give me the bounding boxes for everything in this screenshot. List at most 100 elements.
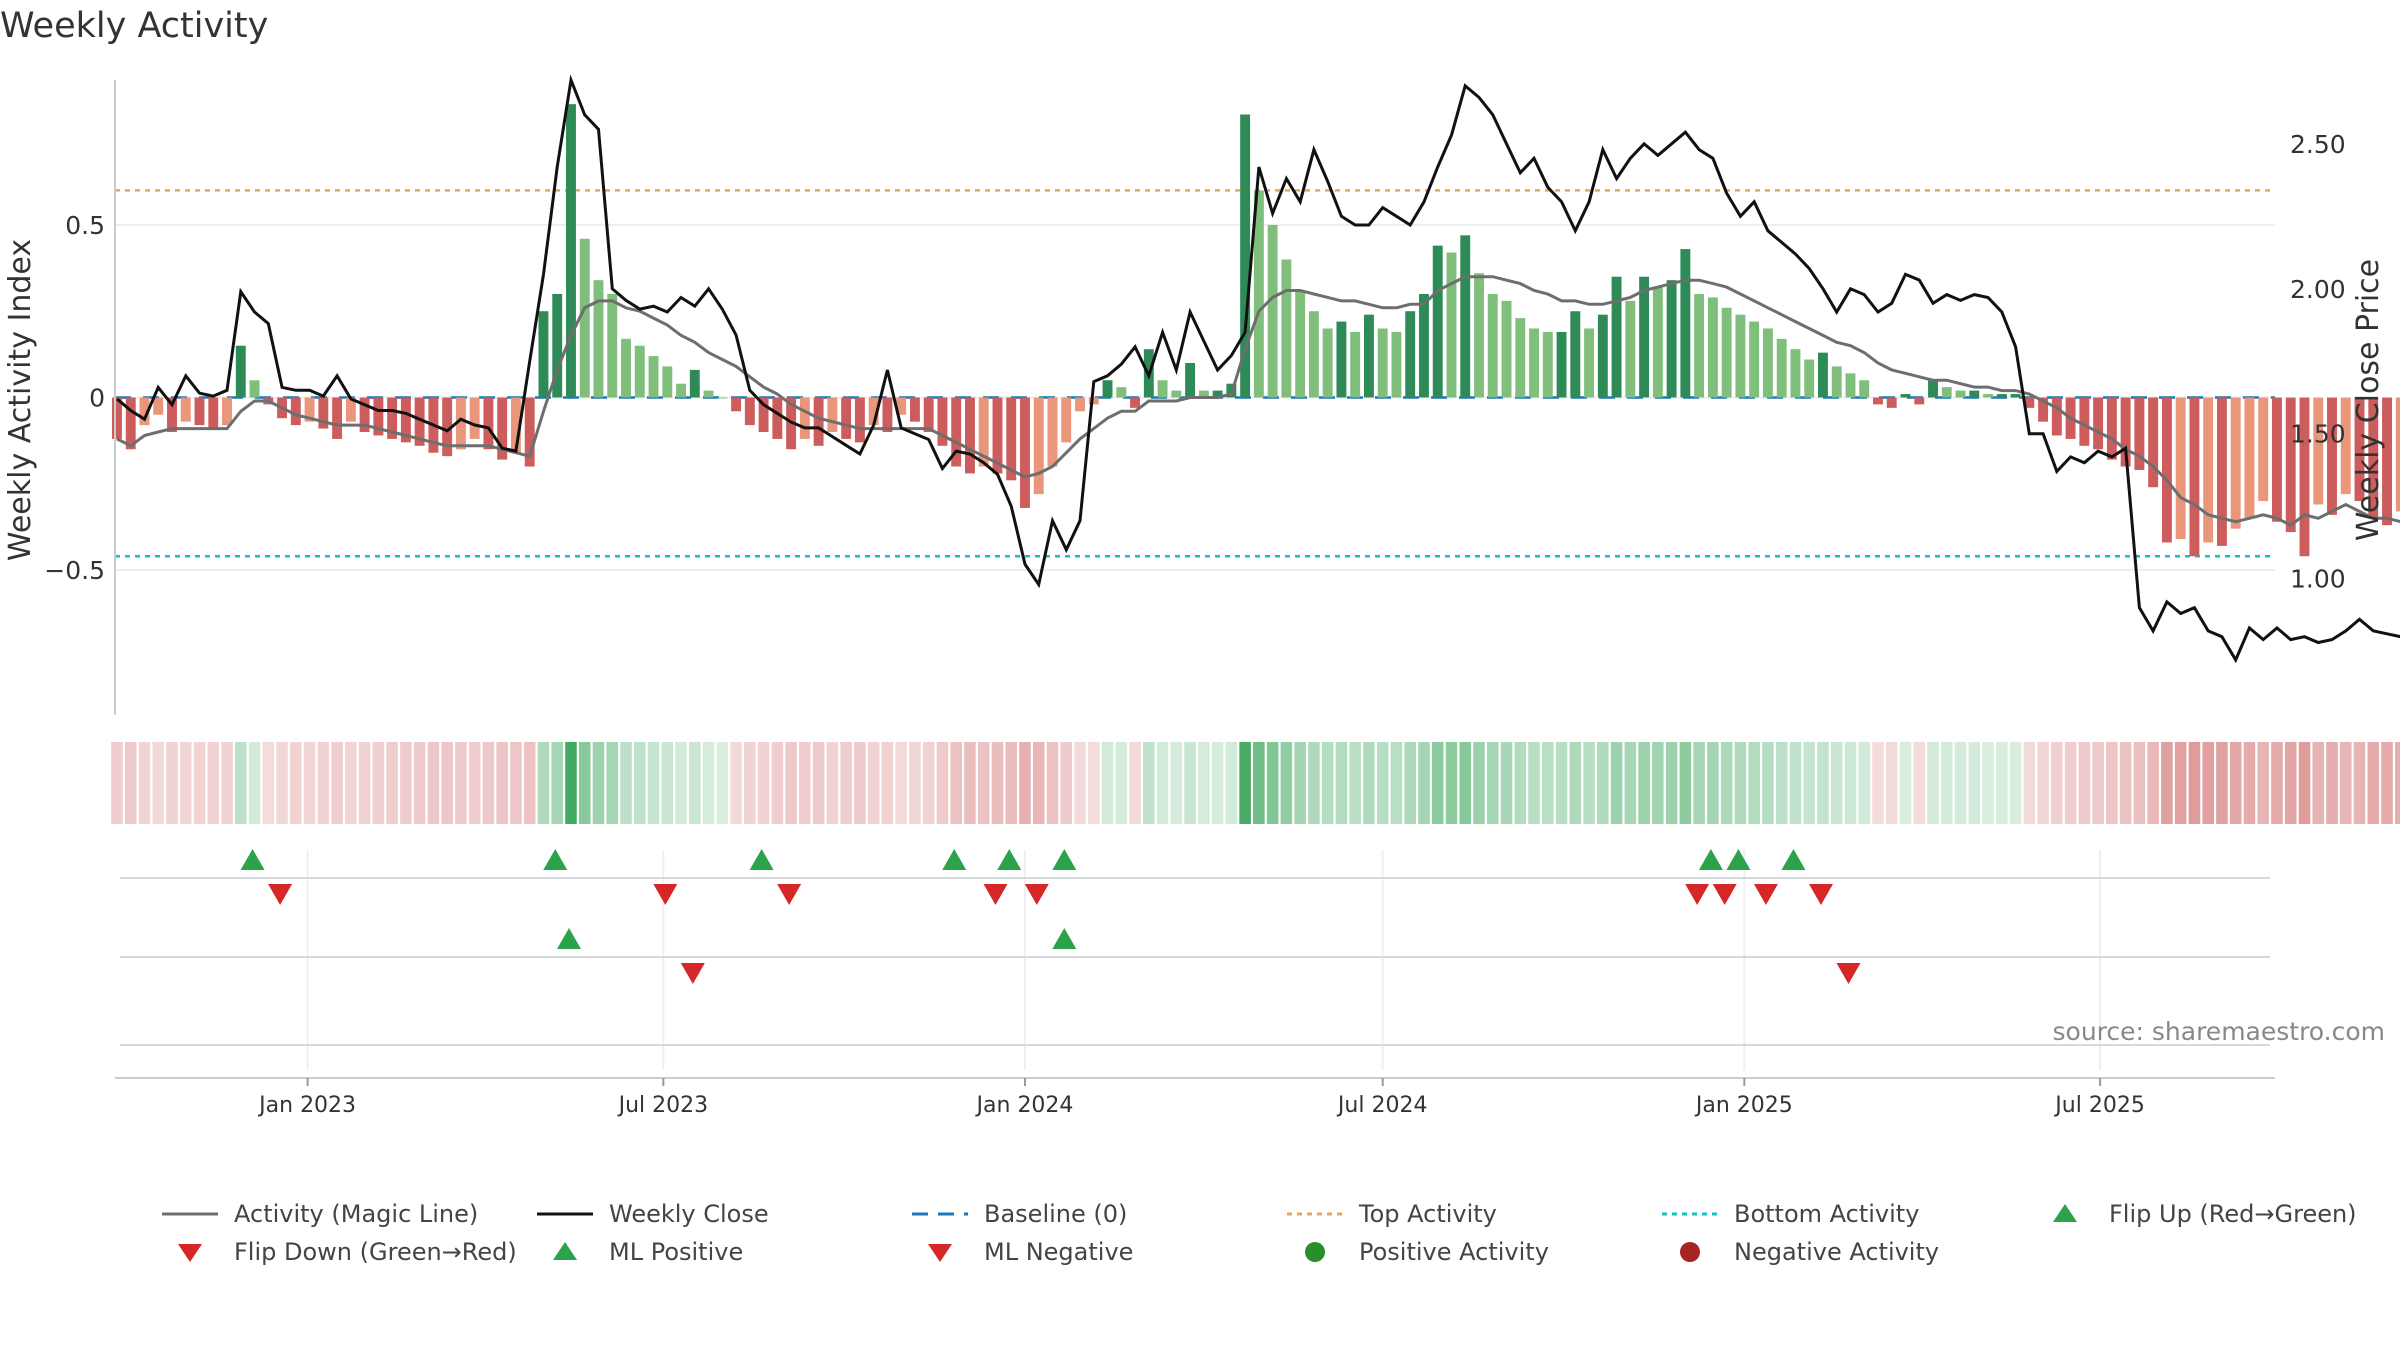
activity-bar xyxy=(125,397,136,450)
activity-bar xyxy=(1721,307,1732,398)
activity-bar xyxy=(469,397,480,439)
y-tick-label: −0.5 xyxy=(44,556,105,585)
y2-tick-label: 1.50 xyxy=(2290,420,2346,449)
flip-up-marker xyxy=(1052,849,1077,870)
heat-strip-cell xyxy=(221,742,233,824)
heat-strip-cell xyxy=(262,742,275,824)
heat-strip-cell xyxy=(1652,742,1664,824)
activity-bars xyxy=(112,104,2400,557)
activity-bar xyxy=(634,345,645,398)
heat-strip-cell xyxy=(1940,742,1953,824)
activity-bar xyxy=(2079,397,2090,446)
activity-bar xyxy=(1735,314,1746,398)
heat-strip-cell xyxy=(523,742,536,824)
legend-label: Flip Down (Green→Red) xyxy=(234,1238,517,1266)
heat-strip-cell xyxy=(1376,742,1389,824)
activity-bar xyxy=(1542,331,1553,398)
activity-bar xyxy=(1886,397,1897,408)
heat-strip-cell xyxy=(1720,742,1733,824)
heat-strip-cell xyxy=(1074,742,1086,824)
ml-positive-marker xyxy=(557,928,582,949)
activity-bar xyxy=(799,397,810,439)
activity-bar xyxy=(1831,366,1842,398)
activity-bar xyxy=(1900,394,1911,398)
heat-strip-cell xyxy=(1225,742,1238,824)
activity-bar xyxy=(689,369,700,398)
activity-bar xyxy=(1487,293,1498,398)
heat-strip-cell xyxy=(1542,742,1554,824)
heat-strip-cell xyxy=(2051,742,2063,824)
ml-negative-marker xyxy=(1836,963,1861,984)
activity-bar xyxy=(1171,390,1182,398)
dash-blue-icon xyxy=(910,1204,984,1224)
heat-strip-cell xyxy=(1500,742,1513,824)
heat-strip-cell xyxy=(977,742,990,824)
activity-bar xyxy=(1006,397,1017,481)
activity-bar xyxy=(249,380,260,398)
line-black-icon xyxy=(535,1204,609,1224)
heat-strip-cell xyxy=(441,742,453,824)
heat-strip-cell xyxy=(413,742,426,824)
heat-strip-cell xyxy=(2106,742,2118,824)
heat-strip-cell xyxy=(647,742,660,824)
x-tick-label: Jul 2023 xyxy=(617,1093,709,1118)
activity-bar xyxy=(744,397,755,426)
activity-bar xyxy=(1529,328,1539,398)
flip-down-marker xyxy=(1024,884,1049,905)
flip-down-marker xyxy=(268,884,293,905)
flip-down-marker xyxy=(777,884,802,905)
legend-item: ML Positive xyxy=(535,1238,743,1266)
heat-strip-cell xyxy=(1927,742,1939,824)
legend-item: Flip Up (Red→Green) xyxy=(2035,1200,2357,1228)
activity-bar xyxy=(1515,318,1526,398)
heat-strip-cell xyxy=(1569,742,1582,824)
heat-strip-cell xyxy=(2229,742,2242,824)
activity-bar xyxy=(1914,397,1925,405)
activity-bar xyxy=(180,397,191,422)
activity-bar xyxy=(937,397,948,446)
heat-strip-cell xyxy=(1294,742,1306,824)
activity-bar xyxy=(566,104,576,398)
heat-strip-cell xyxy=(1734,742,1747,824)
heat-strip-cell xyxy=(1088,742,1100,824)
heat-strip-cell xyxy=(2243,742,2256,824)
legend-label: ML Positive xyxy=(609,1238,744,1266)
activity-bar xyxy=(1391,331,1402,398)
activity-bar xyxy=(1941,387,1952,398)
activity-bar xyxy=(414,397,425,446)
flip-up-marker xyxy=(942,849,967,870)
heat-strip-cell xyxy=(1019,742,1031,824)
activity-bar xyxy=(2327,397,2337,515)
series-lines xyxy=(116,74,2400,664)
heat-strip-cell xyxy=(2092,742,2104,824)
heat-strip-cell xyxy=(331,742,343,824)
activity-bar xyxy=(2382,397,2392,526)
flip-up-marker xyxy=(749,849,774,870)
heat-strip-cell xyxy=(1583,742,1595,824)
activity-bar xyxy=(290,397,301,426)
activity-bar xyxy=(676,383,686,398)
heat-strip-cell xyxy=(757,742,770,824)
heat-strip-cell xyxy=(1129,742,1141,824)
heat-strip-cell xyxy=(1363,742,1375,824)
heat-strip-cell xyxy=(2161,742,2173,824)
legend-item: ML Negative xyxy=(910,1238,1133,1266)
flip-up-marker xyxy=(1726,849,1751,870)
heat-strip-cell xyxy=(812,742,825,824)
y-tick-label: 0 xyxy=(89,384,105,413)
heat-strip-cell xyxy=(922,742,935,824)
flip-down-marker xyxy=(1685,884,1710,905)
activity-bar xyxy=(1363,314,1374,398)
activity-bar xyxy=(1652,287,1663,398)
activity-bar xyxy=(579,238,590,398)
heat-strip-cell xyxy=(1253,742,1265,824)
heat-strip-cell xyxy=(2381,742,2393,824)
activity-bar xyxy=(1212,390,1223,398)
heat-strip-cell xyxy=(895,742,907,824)
heat-strip-cell xyxy=(1390,742,1403,824)
activity-bar xyxy=(2285,397,2296,533)
heat-strip-cell xyxy=(1872,742,1884,824)
activity-bar xyxy=(1570,311,1581,398)
heat-strip-cell xyxy=(633,742,646,824)
